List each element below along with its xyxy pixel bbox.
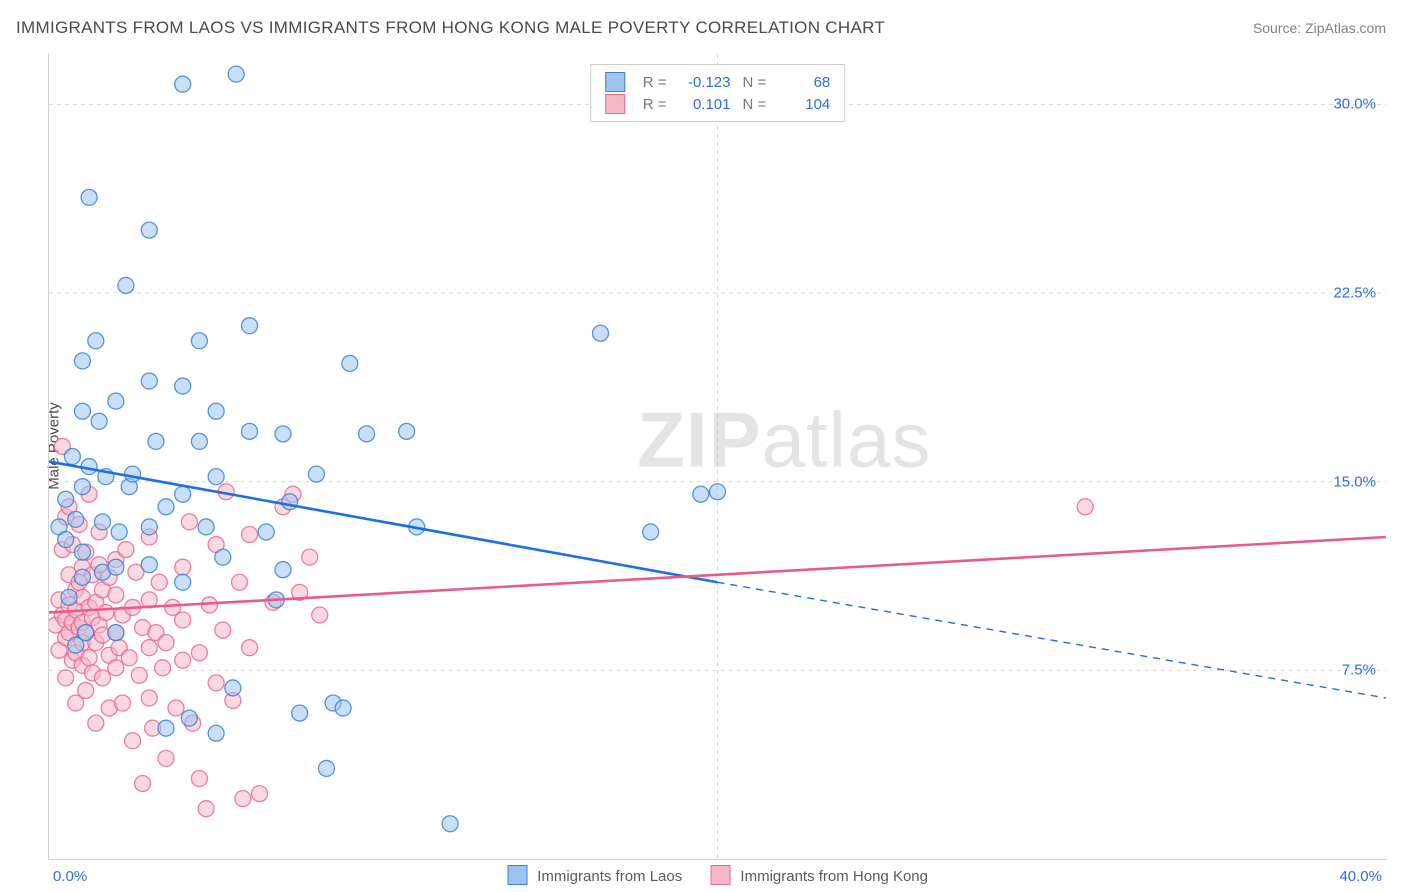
legend-row-laos: R = -0.123 N = 68 bbox=[605, 71, 831, 93]
x-tick-label: 0.0% bbox=[53, 868, 87, 885]
swatch-hk-icon bbox=[710, 865, 730, 885]
n-label: N = bbox=[743, 74, 767, 91]
legend-label-laos: Immigrants from Laos bbox=[537, 868, 682, 885]
y-tick-label: 7.5% bbox=[1342, 662, 1376, 679]
chart-plot-area: ZIPatlas R = -0.123 N = 68 R = 0.101 N =… bbox=[48, 54, 1386, 860]
source-attribution: Source: ZipAtlas.com bbox=[1253, 20, 1386, 36]
n-label: N = bbox=[743, 96, 767, 113]
chart-svg bbox=[49, 54, 1386, 859]
x-tick-label: 40.0% bbox=[1339, 868, 1382, 885]
n-value-hk: 104 bbox=[778, 96, 830, 113]
correlation-legend-box: R = -0.123 N = 68 R = 0.101 N = 104 bbox=[590, 64, 846, 122]
r-value-laos: -0.123 bbox=[679, 74, 731, 91]
swatch-laos bbox=[605, 72, 625, 92]
r-label: R = bbox=[643, 96, 667, 113]
chart-title: IMMIGRANTS FROM LAOS VS IMMIGRANTS FROM … bbox=[16, 18, 885, 38]
swatch-laos-icon bbox=[507, 865, 527, 885]
legend-row-hk: R = 0.101 N = 104 bbox=[605, 93, 831, 115]
r-label: R = bbox=[643, 74, 667, 91]
n-value-laos: 68 bbox=[778, 74, 830, 91]
swatch-hk bbox=[605, 94, 625, 114]
series-legend: Immigrants from Laos Immigrants from Hon… bbox=[507, 865, 928, 885]
y-tick-label: 15.0% bbox=[1333, 473, 1376, 490]
y-tick-label: 22.5% bbox=[1333, 284, 1376, 301]
legend-label-hk: Immigrants from Hong Kong bbox=[740, 868, 928, 885]
y-tick-label: 30.0% bbox=[1333, 96, 1376, 113]
r-value-hk: 0.101 bbox=[679, 96, 731, 113]
legend-item-hk: Immigrants from Hong Kong bbox=[710, 865, 928, 885]
legend-item-laos: Immigrants from Laos bbox=[507, 865, 682, 885]
